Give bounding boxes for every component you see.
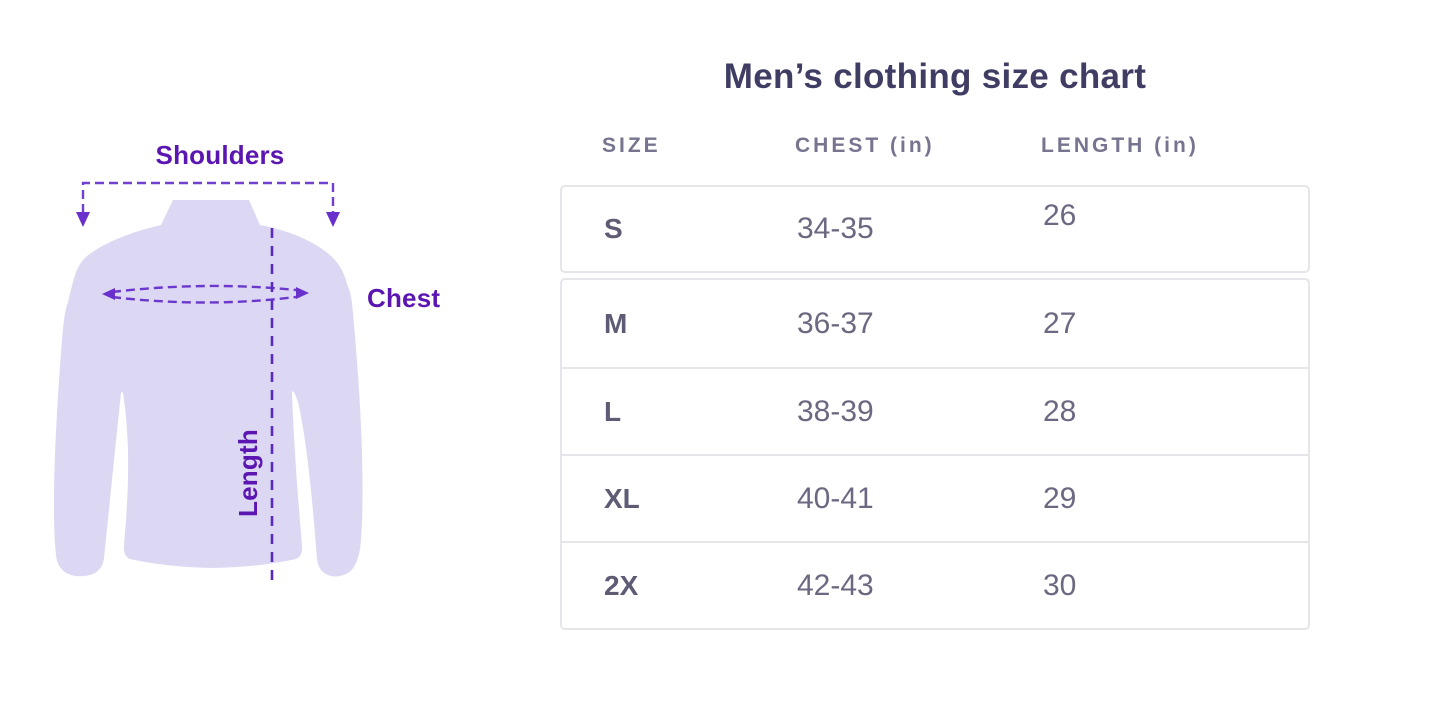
chest-arrow-right-icon [296, 287, 309, 299]
size-value: 2X [604, 569, 639, 601]
chest-value: 34-35 [797, 212, 874, 245]
chest-label: Chest [367, 283, 441, 313]
length-value: 30 [1043, 568, 1077, 602]
table-row: M 36-37 27 [562, 280, 1308, 367]
size-value: XL [604, 482, 640, 514]
chest-value: 42-43 [797, 568, 874, 602]
size-value: L [604, 395, 622, 427]
length-value: 29 [1043, 481, 1077, 515]
table-row: S 34-35 26 [562, 187, 1308, 271]
shoulders-label: Shoulders [155, 140, 285, 170]
shoulder-arrow-left-icon [76, 212, 90, 227]
size-table-panel: Men’s clothing size chart SIZE CHEST (in… [560, 0, 1310, 630]
table-row: XL 40-41 29 [562, 454, 1308, 541]
size-value: S [604, 213, 623, 244]
length-value: 28 [1043, 394, 1077, 428]
header-chest: CHEST (in) [795, 134, 935, 157]
chest-measure-ellipse [111, 284, 297, 304]
shoulders-measure-line [81, 181, 335, 213]
chest-value: 40-41 [797, 481, 874, 515]
length-value: 26 [1043, 199, 1077, 232]
chest-arrow-left-icon [102, 288, 115, 300]
chest-value: 38-39 [797, 394, 874, 428]
shirt-shape [54, 200, 363, 577]
table-row: L 38-39 28 [562, 367, 1308, 454]
header-length: LENGTH (in) [1041, 134, 1199, 157]
page-title: Men’s clothing size chart [723, 57, 1147, 96]
shirt-measurement-diagram: Shoulders Chest Length [0, 0, 520, 725]
table-row-box-s: S 34-35 26 [560, 185, 1310, 273]
table-row: 2X 42-43 30 [562, 541, 1308, 628]
table-rows-box: M 36-37 27 L 38-39 28 XL 40-41 29 2X 42-… [560, 278, 1310, 630]
chest-value: 36-37 [797, 306, 874, 340]
header-size: SIZE [602, 134, 661, 157]
shirt-back-illustration [54, 181, 363, 583]
table-header-row: SIZE CHEST (in) LENGTH (in) [560, 134, 1310, 158]
shoulder-arrow-right-icon [326, 212, 340, 227]
length-label: Length [232, 429, 263, 517]
length-value: 27 [1043, 306, 1077, 340]
size-value: M [604, 307, 628, 339]
